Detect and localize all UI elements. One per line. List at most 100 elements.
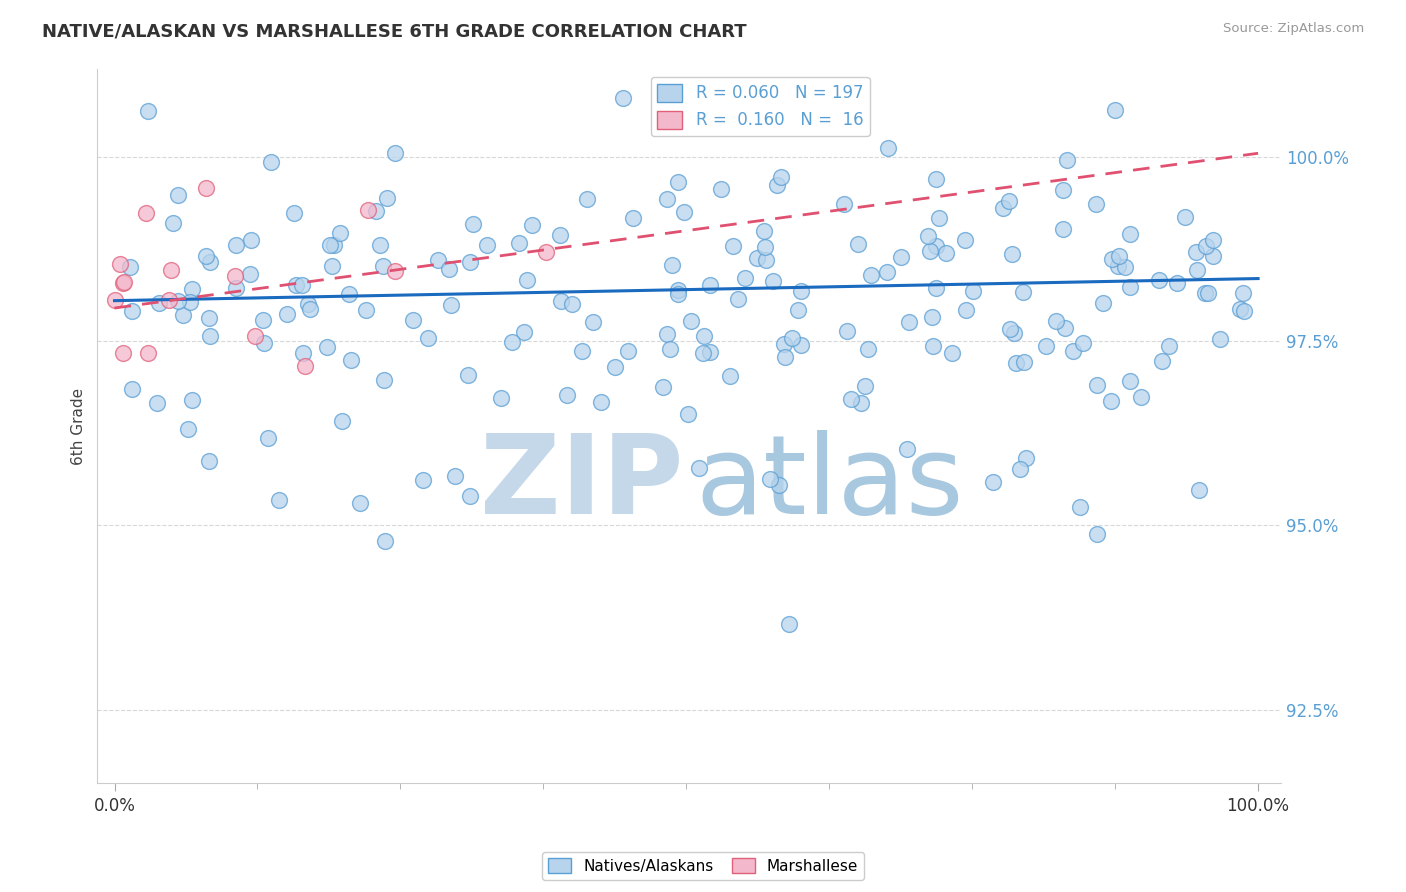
Point bbox=[475, 238, 498, 252]
Point bbox=[194, 181, 217, 195]
Point bbox=[297, 297, 319, 311]
Point bbox=[935, 245, 957, 260]
Point bbox=[457, 368, 479, 382]
Point bbox=[981, 475, 1004, 489]
Point bbox=[135, 205, 157, 219]
Point bbox=[1056, 153, 1078, 167]
Point bbox=[661, 258, 683, 272]
Point bbox=[773, 336, 796, 351]
Point bbox=[1099, 393, 1122, 408]
Point bbox=[198, 328, 221, 343]
Point bbox=[329, 226, 352, 240]
Point bbox=[727, 293, 749, 307]
Point bbox=[782, 330, 804, 344]
Point bbox=[557, 388, 579, 402]
Point bbox=[849, 396, 872, 410]
Point bbox=[276, 307, 298, 321]
Point bbox=[924, 172, 946, 186]
Point bbox=[427, 252, 450, 267]
Point bbox=[962, 285, 984, 299]
Point bbox=[998, 194, 1021, 208]
Point bbox=[1202, 249, 1225, 263]
Point bbox=[104, 293, 127, 308]
Point bbox=[181, 282, 204, 296]
Point bbox=[837, 324, 859, 338]
Point bbox=[877, 141, 900, 155]
Point bbox=[179, 295, 201, 310]
Point bbox=[121, 304, 143, 318]
Point bbox=[181, 393, 204, 408]
Point bbox=[489, 392, 512, 406]
Point bbox=[710, 182, 733, 196]
Point bbox=[666, 286, 689, 301]
Point bbox=[768, 477, 790, 491]
Point bbox=[1152, 354, 1174, 368]
Point bbox=[512, 325, 534, 339]
Point bbox=[375, 191, 398, 205]
Point bbox=[1004, 326, 1026, 340]
Point bbox=[197, 311, 219, 326]
Point bbox=[373, 260, 395, 274]
Point bbox=[548, 227, 571, 242]
Point bbox=[896, 442, 918, 457]
Point bbox=[1085, 377, 1108, 392]
Point bbox=[1052, 183, 1074, 197]
Point bbox=[112, 275, 135, 289]
Point bbox=[734, 271, 756, 285]
Point bbox=[582, 315, 605, 329]
Point bbox=[1185, 244, 1208, 259]
Point bbox=[693, 328, 716, 343]
Legend: Natives/Alaskans, Marshallese: Natives/Alaskans, Marshallese bbox=[541, 852, 865, 880]
Point bbox=[440, 298, 463, 312]
Point bbox=[561, 297, 583, 311]
Point bbox=[832, 196, 855, 211]
Point bbox=[612, 91, 634, 105]
Point bbox=[898, 315, 921, 329]
Point bbox=[225, 280, 247, 294]
Point bbox=[890, 251, 912, 265]
Point bbox=[991, 202, 1014, 216]
Point bbox=[1129, 390, 1152, 404]
Point bbox=[370, 237, 392, 252]
Point bbox=[1119, 227, 1142, 242]
Point bbox=[1035, 338, 1057, 352]
Point bbox=[177, 422, 200, 436]
Point bbox=[267, 493, 290, 508]
Point bbox=[676, 408, 699, 422]
Point bbox=[1232, 285, 1254, 300]
Point bbox=[925, 239, 948, 253]
Point bbox=[121, 382, 143, 396]
Point bbox=[928, 211, 950, 225]
Point bbox=[699, 277, 721, 292]
Legend: R = 0.060   N = 197, R =  0.160   N =  16: R = 0.060 N = 197, R = 0.160 N = 16 bbox=[651, 77, 870, 136]
Point bbox=[699, 345, 721, 359]
Point bbox=[167, 293, 190, 308]
Point bbox=[1174, 211, 1197, 225]
Point bbox=[384, 264, 406, 278]
Point bbox=[668, 284, 690, 298]
Point bbox=[172, 308, 194, 322]
Point bbox=[1005, 355, 1028, 369]
Point bbox=[1119, 375, 1142, 389]
Point bbox=[603, 359, 626, 374]
Point bbox=[285, 277, 308, 292]
Point bbox=[752, 224, 775, 238]
Point bbox=[922, 338, 945, 352]
Point bbox=[108, 257, 131, 271]
Point bbox=[1054, 321, 1077, 335]
Point bbox=[790, 285, 813, 299]
Point bbox=[1157, 339, 1180, 353]
Point bbox=[349, 495, 371, 509]
Point bbox=[373, 373, 395, 387]
Point bbox=[148, 295, 170, 310]
Point bbox=[790, 338, 813, 352]
Point bbox=[159, 263, 181, 277]
Point bbox=[718, 368, 741, 383]
Point bbox=[710, 91, 733, 105]
Point bbox=[162, 216, 184, 230]
Point bbox=[1118, 279, 1140, 293]
Point bbox=[917, 228, 939, 243]
Point bbox=[681, 314, 703, 328]
Point bbox=[762, 274, 785, 288]
Point bbox=[458, 489, 481, 503]
